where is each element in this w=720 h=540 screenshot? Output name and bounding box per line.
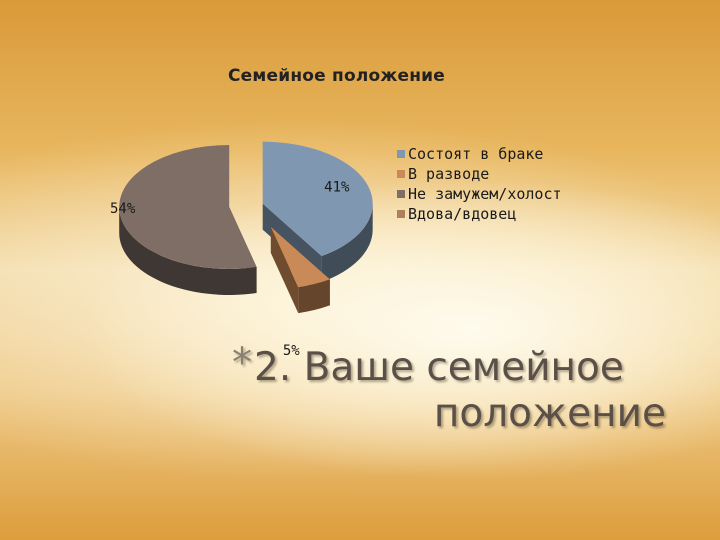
heading-line-2: положение bbox=[433, 391, 666, 436]
pie-slice-divorced-side-0 bbox=[298, 279, 330, 314]
legend-swatch-widowed bbox=[397, 210, 405, 218]
pie-slice-married-top bbox=[262, 141, 373, 257]
heading-bullet-icon: * bbox=[232, 340, 252, 386]
legend-swatch-single bbox=[397, 190, 405, 198]
legend-label-single: Не замужем/холост bbox=[408, 185, 562, 203]
data-label-divorced: 5% bbox=[283, 343, 300, 359]
pie-slice-single-top bbox=[119, 144, 257, 269]
chart-legend: Состоят в браке В разводе Не замужем/хол… bbox=[397, 144, 562, 224]
pie-tops bbox=[119, 141, 373, 288]
pie-slice-married-side-0 bbox=[321, 203, 373, 283]
legend-swatch-divorced bbox=[397, 170, 405, 178]
pie-slice-single-side-0 bbox=[119, 206, 257, 295]
slide-heading: * 2. Ваше семейное положение bbox=[232, 340, 672, 437]
legend-item-single: Не замужем/холост bbox=[397, 184, 562, 204]
heading-line-1: 2. Ваше семейное bbox=[254, 345, 624, 390]
legend-item-widowed: Вдова/вдовец bbox=[397, 204, 562, 224]
legend-item-married: Состоят в браке bbox=[397, 144, 562, 164]
data-label-single: 54% bbox=[110, 201, 136, 217]
pie-slice-divorced-top bbox=[270, 227, 330, 288]
legend-label-widowed: Вдова/вдовец bbox=[408, 205, 517, 223]
legend-label-married: Состоят в браке bbox=[408, 145, 544, 163]
legend-item-divorced: В разводе bbox=[397, 164, 562, 184]
pie-slice-divorced-wall-1 bbox=[270, 227, 299, 314]
pie-labels: 41% 5% 54% bbox=[110, 180, 350, 359]
chart-title: Семейное положение bbox=[228, 66, 446, 86]
legend-swatch-married bbox=[397, 150, 405, 158]
data-label-married: 41% bbox=[324, 180, 350, 196]
legend-label-divorced: В разводе bbox=[408, 165, 490, 183]
